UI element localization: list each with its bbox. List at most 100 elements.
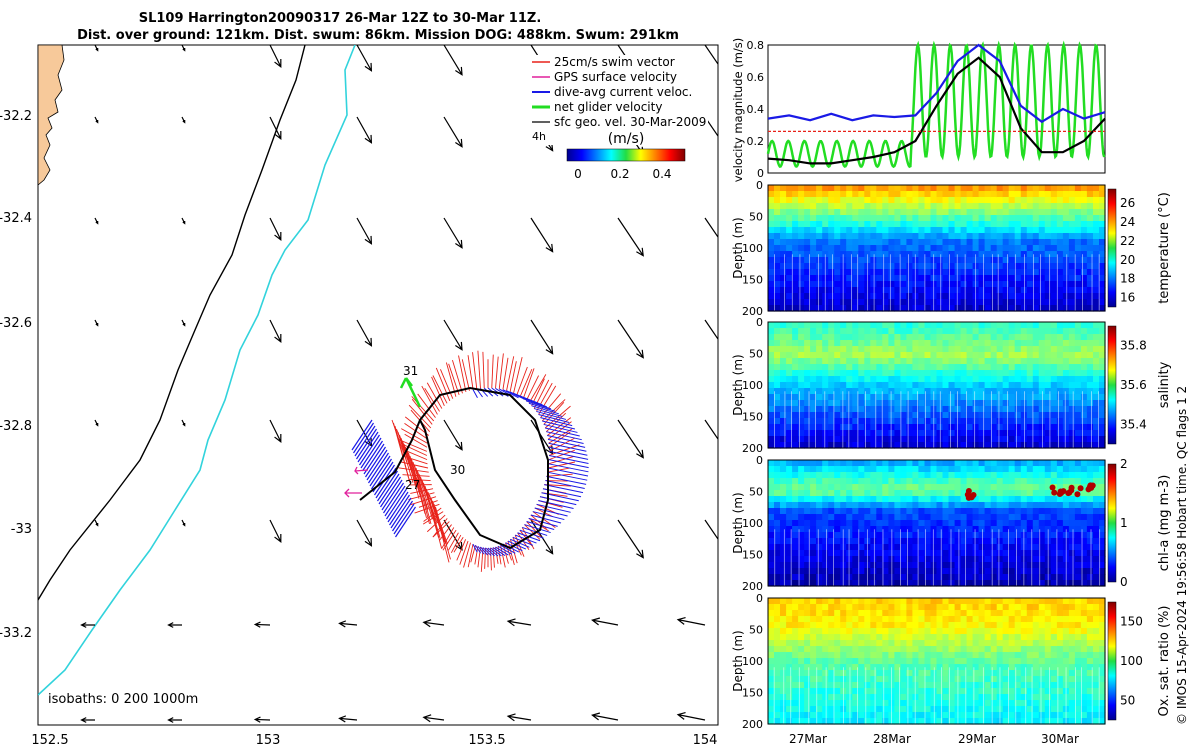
heatmap-cell bbox=[1056, 197, 1064, 204]
heatmap-cell bbox=[924, 604, 932, 611]
heatmap-cell bbox=[912, 245, 919, 252]
heatmap-cell bbox=[834, 197, 841, 204]
heatmap-cell bbox=[894, 263, 901, 270]
heatmap-cell bbox=[834, 299, 841, 306]
swim-vector bbox=[417, 470, 433, 520]
heatmap-cell bbox=[1050, 568, 1058, 575]
heatmap-cell bbox=[912, 508, 919, 515]
heatmap-cell bbox=[1026, 580, 1034, 587]
heatmap-cell bbox=[852, 640, 859, 647]
heatmap-cell bbox=[798, 466, 805, 473]
heatmap-cell bbox=[1050, 215, 1058, 222]
heatmap-cell bbox=[1032, 496, 1040, 503]
heatmap-cell bbox=[1074, 281, 1082, 288]
heatmap-cell bbox=[786, 251, 793, 258]
heatmap-cell bbox=[918, 352, 925, 359]
heatmap-cell bbox=[768, 700, 775, 707]
heatmap-cell bbox=[882, 227, 889, 234]
heatmap-cell bbox=[792, 532, 799, 539]
heatmap-cell bbox=[960, 694, 968, 701]
heatmap-cell bbox=[1020, 652, 1028, 659]
heatmap-cell bbox=[948, 400, 956, 407]
heatmap-cell bbox=[930, 191, 938, 198]
heatmap-cell bbox=[960, 275, 968, 282]
heatmap-cell bbox=[1056, 466, 1064, 473]
heatmap-cell bbox=[948, 514, 956, 521]
heatmap-cell bbox=[852, 664, 859, 671]
heatmap-cell bbox=[1026, 436, 1034, 443]
heatmap-cell bbox=[918, 610, 925, 617]
heatmap-cell bbox=[918, 700, 925, 707]
heatmap-cell bbox=[810, 670, 817, 677]
heatmap-cell bbox=[1086, 532, 1094, 539]
swim-vector bbox=[435, 367, 451, 402]
heatmap-cell bbox=[1014, 700, 1022, 707]
heatmap-cell bbox=[942, 263, 950, 270]
heatmap-cell bbox=[966, 574, 974, 581]
heatmap-cell bbox=[864, 460, 871, 467]
heatmap-cell bbox=[954, 484, 962, 491]
heatmap-cell bbox=[846, 209, 853, 216]
geo-vector bbox=[356, 45, 373, 72]
heatmap-cell bbox=[912, 520, 919, 527]
heatmap-cell bbox=[1002, 478, 1010, 485]
heatmap-cell bbox=[912, 544, 919, 551]
heatmap-cell bbox=[996, 496, 1004, 503]
heatmap-cell bbox=[978, 257, 986, 264]
heatmap-cell bbox=[786, 712, 793, 719]
heatmap-cell bbox=[888, 634, 895, 641]
heatmap-cell bbox=[870, 580, 877, 587]
heatmap-cell bbox=[1008, 394, 1016, 401]
heatmap-cell bbox=[1074, 544, 1082, 551]
heatmap-cell bbox=[1086, 580, 1094, 587]
heatmap-cell bbox=[960, 502, 968, 509]
heatmap-cell bbox=[996, 191, 1004, 198]
heatmap-cell bbox=[1044, 466, 1052, 473]
heatmap-cell bbox=[978, 568, 986, 575]
heatmap-cell bbox=[846, 299, 853, 306]
heatmap-cell bbox=[930, 239, 938, 246]
heatmap-cell bbox=[774, 388, 781, 395]
heatmap-cell bbox=[1062, 436, 1070, 443]
heatmap-cell bbox=[834, 550, 841, 557]
heatmap-cell bbox=[1044, 430, 1052, 437]
heatmap-cell bbox=[990, 610, 998, 617]
heatmap-cell bbox=[816, 616, 823, 623]
heatmap-cell bbox=[1062, 364, 1070, 371]
heatmap-cell bbox=[828, 424, 835, 431]
heatmap-cell bbox=[816, 694, 823, 701]
heatmap-cell bbox=[840, 646, 847, 653]
heatmap-cell bbox=[888, 640, 895, 647]
heatmap-cell bbox=[792, 185, 799, 192]
heatmap-cell bbox=[894, 688, 901, 695]
heatmap-cell bbox=[954, 275, 962, 282]
heatmap-cell bbox=[810, 203, 817, 210]
heatmap-cell bbox=[786, 233, 793, 240]
heatmap-cell bbox=[1020, 616, 1028, 623]
heatmap-cell bbox=[912, 682, 919, 689]
heatmap-cell bbox=[864, 694, 871, 701]
heatmap-cell bbox=[846, 556, 853, 563]
heatmap-cell bbox=[1008, 215, 1016, 222]
heatmap-cell bbox=[1074, 574, 1082, 581]
heatmap-cell bbox=[1099, 526, 1106, 533]
heatmap-cell bbox=[798, 287, 805, 294]
heatmap-cell bbox=[786, 526, 793, 533]
heatmap-cell bbox=[792, 227, 799, 234]
heatmap-cell bbox=[1056, 460, 1064, 467]
heatmap-cell bbox=[1086, 287, 1094, 294]
heatmap-cell bbox=[1062, 502, 1070, 509]
swim-vector bbox=[463, 542, 471, 568]
heatmap-cell bbox=[1038, 281, 1046, 288]
heatmap-cell bbox=[900, 580, 907, 587]
heatmap-cell bbox=[786, 604, 793, 611]
heatmap-cell bbox=[1086, 472, 1094, 479]
heatmap-cell bbox=[816, 598, 823, 605]
heatmap-cell bbox=[930, 209, 938, 216]
dive-avg-vector bbox=[389, 494, 410, 526]
heatmap-cell bbox=[858, 610, 865, 617]
heatmap-cell bbox=[1002, 484, 1010, 491]
heatmap-cell bbox=[834, 502, 841, 509]
heatmap-cell bbox=[810, 520, 817, 527]
heatmap-cell bbox=[1099, 406, 1106, 413]
